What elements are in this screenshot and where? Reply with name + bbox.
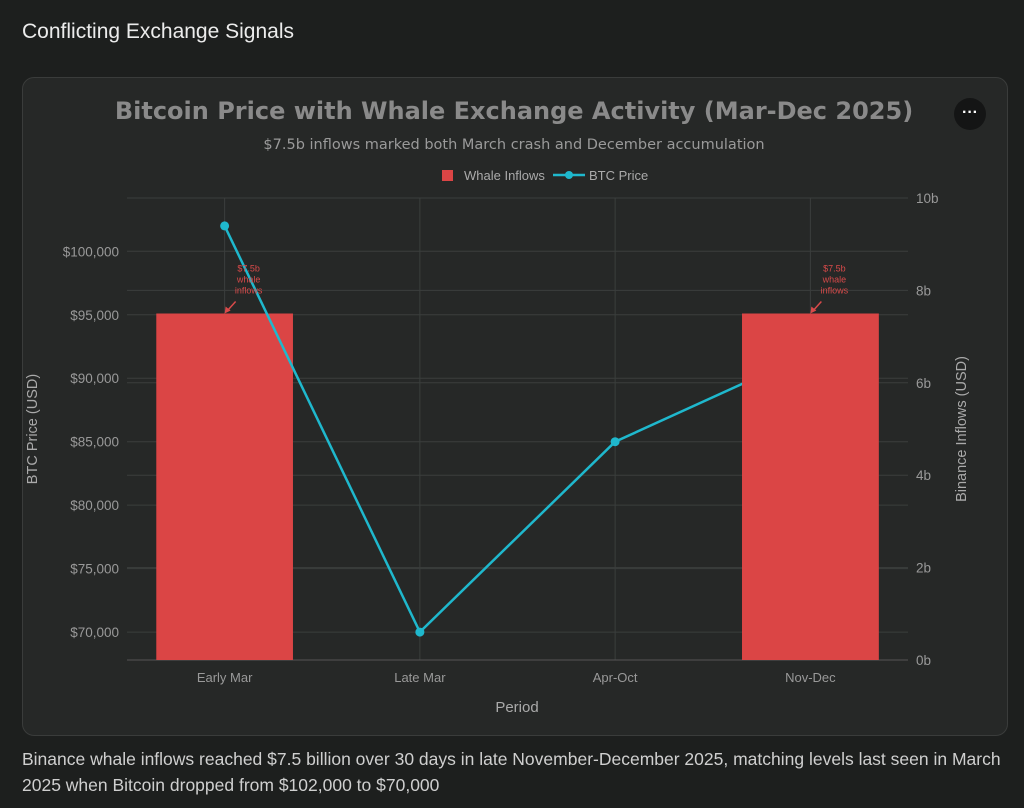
ellipsis-icon: ··· <box>962 104 978 121</box>
y-left-tick-label: $80,000 <box>70 498 119 513</box>
y-right-tick-label: 8b <box>916 283 931 298</box>
chart-subtitle: $7.5b inflows marked both March crash an… <box>263 137 764 153</box>
y-left-tick-label: $75,000 <box>70 562 119 577</box>
annotation-text: whale <box>236 275 261 285</box>
annotation-text: inflows <box>821 286 849 296</box>
y-right-tick-label: 0b <box>916 653 931 668</box>
legend-marker-btc-price <box>565 171 573 179</box>
x-tick-label: Nov-Dec <box>785 670 836 685</box>
btc-price-point <box>220 221 230 231</box>
y-axis-right-label: Binance Inflows (USD) <box>954 356 970 502</box>
chart-menu-button[interactable]: ··· <box>954 98 986 130</box>
annotation-arrowhead <box>224 306 231 314</box>
y-left-tick-label: $90,000 <box>70 371 119 386</box>
legend-label-btc-price[interactable]: BTC Price <box>589 168 648 183</box>
chart-caption: Binance whale inflows reached $7.5 billi… <box>22 749 1001 795</box>
x-tick-label: Early Mar <box>197 670 253 685</box>
x-axis-label: Period <box>495 699 538 716</box>
y-right-tick-label: 2b <box>916 561 931 576</box>
y-axis-left-label: BTC Price (USD) <box>25 374 41 484</box>
annotation-arrowhead <box>810 306 817 314</box>
annotation-text: $7.5b <box>237 264 260 274</box>
section-heading: Conflicting Exchange Signals <box>22 20 294 43</box>
legend[interactable]: Whale Inflows BTC Price <box>442 168 648 183</box>
y-left-tick-label: $95,000 <box>70 308 119 323</box>
bar-whale-inflows-overlay <box>742 313 879 660</box>
annotation-text: whale <box>822 275 847 285</box>
bar-whale-inflows-early-mar <box>156 313 293 660</box>
y-left-tick-label: $70,000 <box>70 625 119 640</box>
y-left-tick-label: $100,000 <box>63 244 119 259</box>
y-left-tick-label: $85,000 <box>70 435 119 450</box>
legend-swatch-whale-inflows <box>442 170 453 181</box>
y-right-tick-label: 4b <box>916 468 931 483</box>
y-right-tick-label: 6b <box>916 376 931 391</box>
btc-price-line <box>223 225 811 635</box>
btc-price-point <box>610 437 620 447</box>
btc-price-point <box>415 627 425 637</box>
y-right-tick-label: 10b <box>916 191 939 206</box>
chart-title: Bitcoin Price with Whale Exchange Activi… <box>115 97 913 125</box>
annotation-text: inflows <box>235 286 263 296</box>
legend-label-whale-inflows[interactable]: Whale Inflows <box>464 168 545 183</box>
annotation-text: $7.5b <box>823 264 846 274</box>
x-tick-label: Apr-Oct <box>593 670 638 685</box>
x-tick-label: Late Mar <box>394 670 446 685</box>
